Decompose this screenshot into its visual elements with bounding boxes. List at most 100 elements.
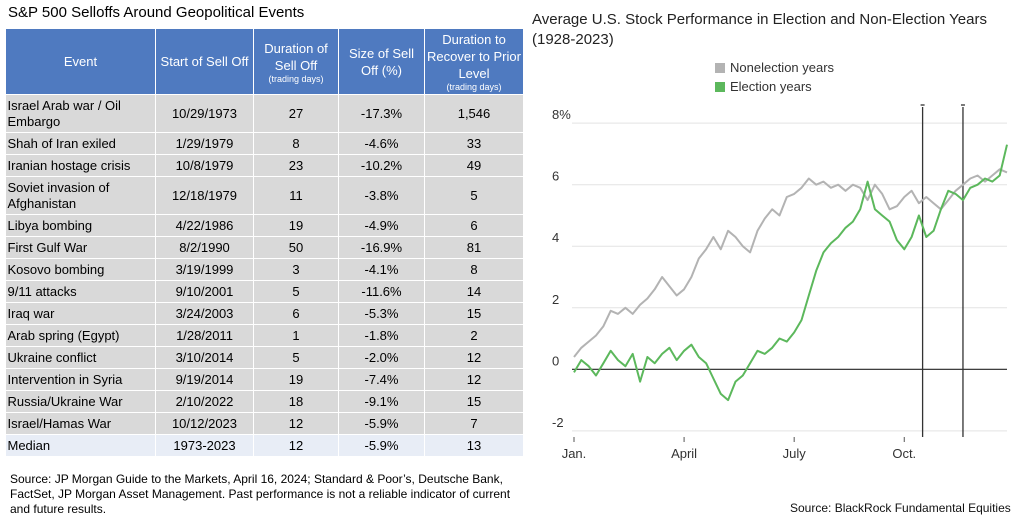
table-row: Soviet invasion of Afghanistan 12/18/1979… (5, 176, 524, 215)
cell-recover: 5 (424, 176, 524, 215)
cell-start: 12/18/1979 (155, 176, 254, 215)
table-row: Iranian hostage crisis 10/8/1979 23 -10.2% 4… (5, 154, 524, 177)
cell-event: Intervention in Syria (5, 368, 156, 391)
cell-event: Shah of Iran exiled (5, 132, 156, 155)
table-row: First Gulf War 8/2/1990 50 -16.9% 81 (5, 236, 524, 259)
cell-event: Israel Arab war / Oil Embargo (5, 94, 156, 133)
line-chart: Nonelection years Election years 8% 6 4 2 0 -2 J… (552, 60, 1008, 461)
series-line-election (573, 144, 1008, 402)
y-tick-label: 8% (552, 107, 571, 122)
chart-source-note: Source: BlackRock Fundamental Equities (790, 501, 1011, 515)
series-line-nonelection (573, 168, 1008, 358)
cell-event: Ukraine conflict (5, 346, 156, 369)
cell-size: -5.9% (338, 412, 425, 435)
cell-size: -3.8% (338, 176, 425, 215)
legend-label-nonelection: Nonelection years (730, 60, 835, 75)
cell-duration: 1 (253, 324, 339, 347)
cell-duration: 5 (253, 280, 339, 303)
cell-event: Israel/Hamas War (5, 412, 156, 435)
cell-start: 1/28/2011 (155, 324, 254, 347)
cell-duration: 12 (253, 412, 339, 435)
cell-recover: 12 (424, 346, 524, 369)
cell-start: 3/10/2014 (155, 346, 254, 369)
table-row-median: Median 1973-2023 12 -5.9% 13 (5, 434, 524, 457)
cell-duration: 8 (253, 132, 339, 155)
cell-size: -17.3% (338, 94, 425, 133)
cell-size: -2.0% (338, 346, 425, 369)
cell-recover: 15 (424, 390, 524, 413)
column-header-start: Start of Sell Off (155, 28, 254, 95)
cell-event: Iraq war (5, 302, 156, 325)
cell-event: 9/11 attacks (5, 280, 156, 303)
cell-event: Median (5, 434, 156, 457)
cell-recover: 13 (424, 434, 524, 457)
cell-recover: 12 (424, 368, 524, 391)
cell-size: -4.9% (338, 214, 425, 237)
cell-size: -10.2% (338, 154, 425, 177)
cell-recover: 1,546 (424, 94, 524, 133)
y-tick-label: -2 (552, 415, 564, 430)
cell-start: 10/12/2023 (155, 412, 254, 435)
cell-recover: 81 (424, 236, 524, 259)
y-tick-label: 0 (552, 353, 559, 368)
table-source-note: Source: JP Morgan Guide to the Markets, … (10, 472, 511, 516)
cell-start: 9/10/2001 (155, 280, 254, 303)
legend-swatch-election (715, 82, 725, 92)
cell-duration: 11 (253, 176, 339, 215)
cell-start: 9/19/2014 (155, 368, 254, 391)
column-header-recover: Duration to Recover to Prior Level (tradi… (424, 28, 524, 95)
cell-start: 8/2/1990 (155, 236, 254, 259)
table-row: Libya bombing 4/22/1986 19 -4.9% 6 (5, 214, 524, 237)
table-row: Israel Arab war / Oil Embargo 10/29/1973 2… (5, 94, 524, 133)
x-tick-label: April (671, 446, 697, 461)
table-row: Kosovo bombing 3/19/1999 3 -4.1% 8 (5, 258, 524, 281)
cell-event: Iranian hostage crisis (5, 154, 156, 177)
cell-event: First Gulf War (5, 236, 156, 259)
cell-start: 10/8/1979 (155, 154, 254, 177)
x-tick-label: Oct. (892, 446, 916, 461)
table-row: Iraq war 3/24/2003 6 -5.3% 15 (5, 302, 524, 325)
cell-start: 1973-2023 (155, 434, 254, 457)
y-tick-label: 4 (552, 230, 559, 245)
cell-recover: 7 (424, 412, 524, 435)
cell-duration: 19 (253, 368, 339, 391)
cell-recover: 6 (424, 214, 524, 237)
cell-duration: 27 (253, 94, 339, 133)
y-tick-label: 2 (552, 292, 559, 307)
cell-recover: 15 (424, 302, 524, 325)
table-row: Russia/Ukraine War 2/10/2022 18 -9.1% 15 (5, 390, 524, 413)
cell-start: 10/29/1973 (155, 94, 254, 133)
table-row: Israel/Hamas War 10/12/2023 12 -5.9% 7 (5, 412, 524, 435)
cell-size: -5.9% (338, 434, 425, 457)
selloff-table: Event Start of Sell Off Duration of Sell… (5, 28, 524, 457)
cell-recover: 14 (424, 280, 524, 303)
cell-size: -16.9% (338, 236, 425, 259)
y-tick-label: 6 (552, 169, 559, 184)
cell-size: -5.3% (338, 302, 425, 325)
x-tick-label: July (783, 446, 807, 461)
cell-duration: 5 (253, 346, 339, 369)
table-row: Shah of Iran exiled 1/29/1979 8 -4.6% 33 (5, 132, 524, 155)
cell-start: 3/24/2003 (155, 302, 254, 325)
cell-start: 4/22/1986 (155, 214, 254, 237)
cell-size: -4.6% (338, 132, 425, 155)
chart-title: Average U.S. Stock Performance in Electi… (532, 11, 987, 48)
cell-size: -7.4% (338, 368, 425, 391)
cell-size: -11.6% (338, 280, 425, 303)
cell-recover: 2 (424, 324, 524, 347)
cell-event: Arab spring (Egypt) (5, 324, 156, 347)
cell-duration: 50 (253, 236, 339, 259)
cell-duration: 23 (253, 154, 339, 177)
table-row: 9/11 attacks 9/10/2001 5 -11.6% 14 (5, 280, 524, 303)
cell-duration: 6 (253, 302, 339, 325)
cell-event: Soviet invasion of Afghanistan (5, 176, 156, 215)
table-header-row: Event Start of Sell Off Duration of Sell… (5, 28, 524, 95)
legend-label-election: Election years (730, 79, 812, 94)
cell-duration: 12 (253, 434, 339, 457)
cell-duration: 3 (253, 258, 339, 281)
cell-duration: 18 (253, 390, 339, 413)
cell-size: -1.8% (338, 324, 425, 347)
cell-event: Libya bombing (5, 214, 156, 237)
cell-recover: 33 (424, 132, 524, 155)
cell-start: 3/19/1999 (155, 258, 254, 281)
